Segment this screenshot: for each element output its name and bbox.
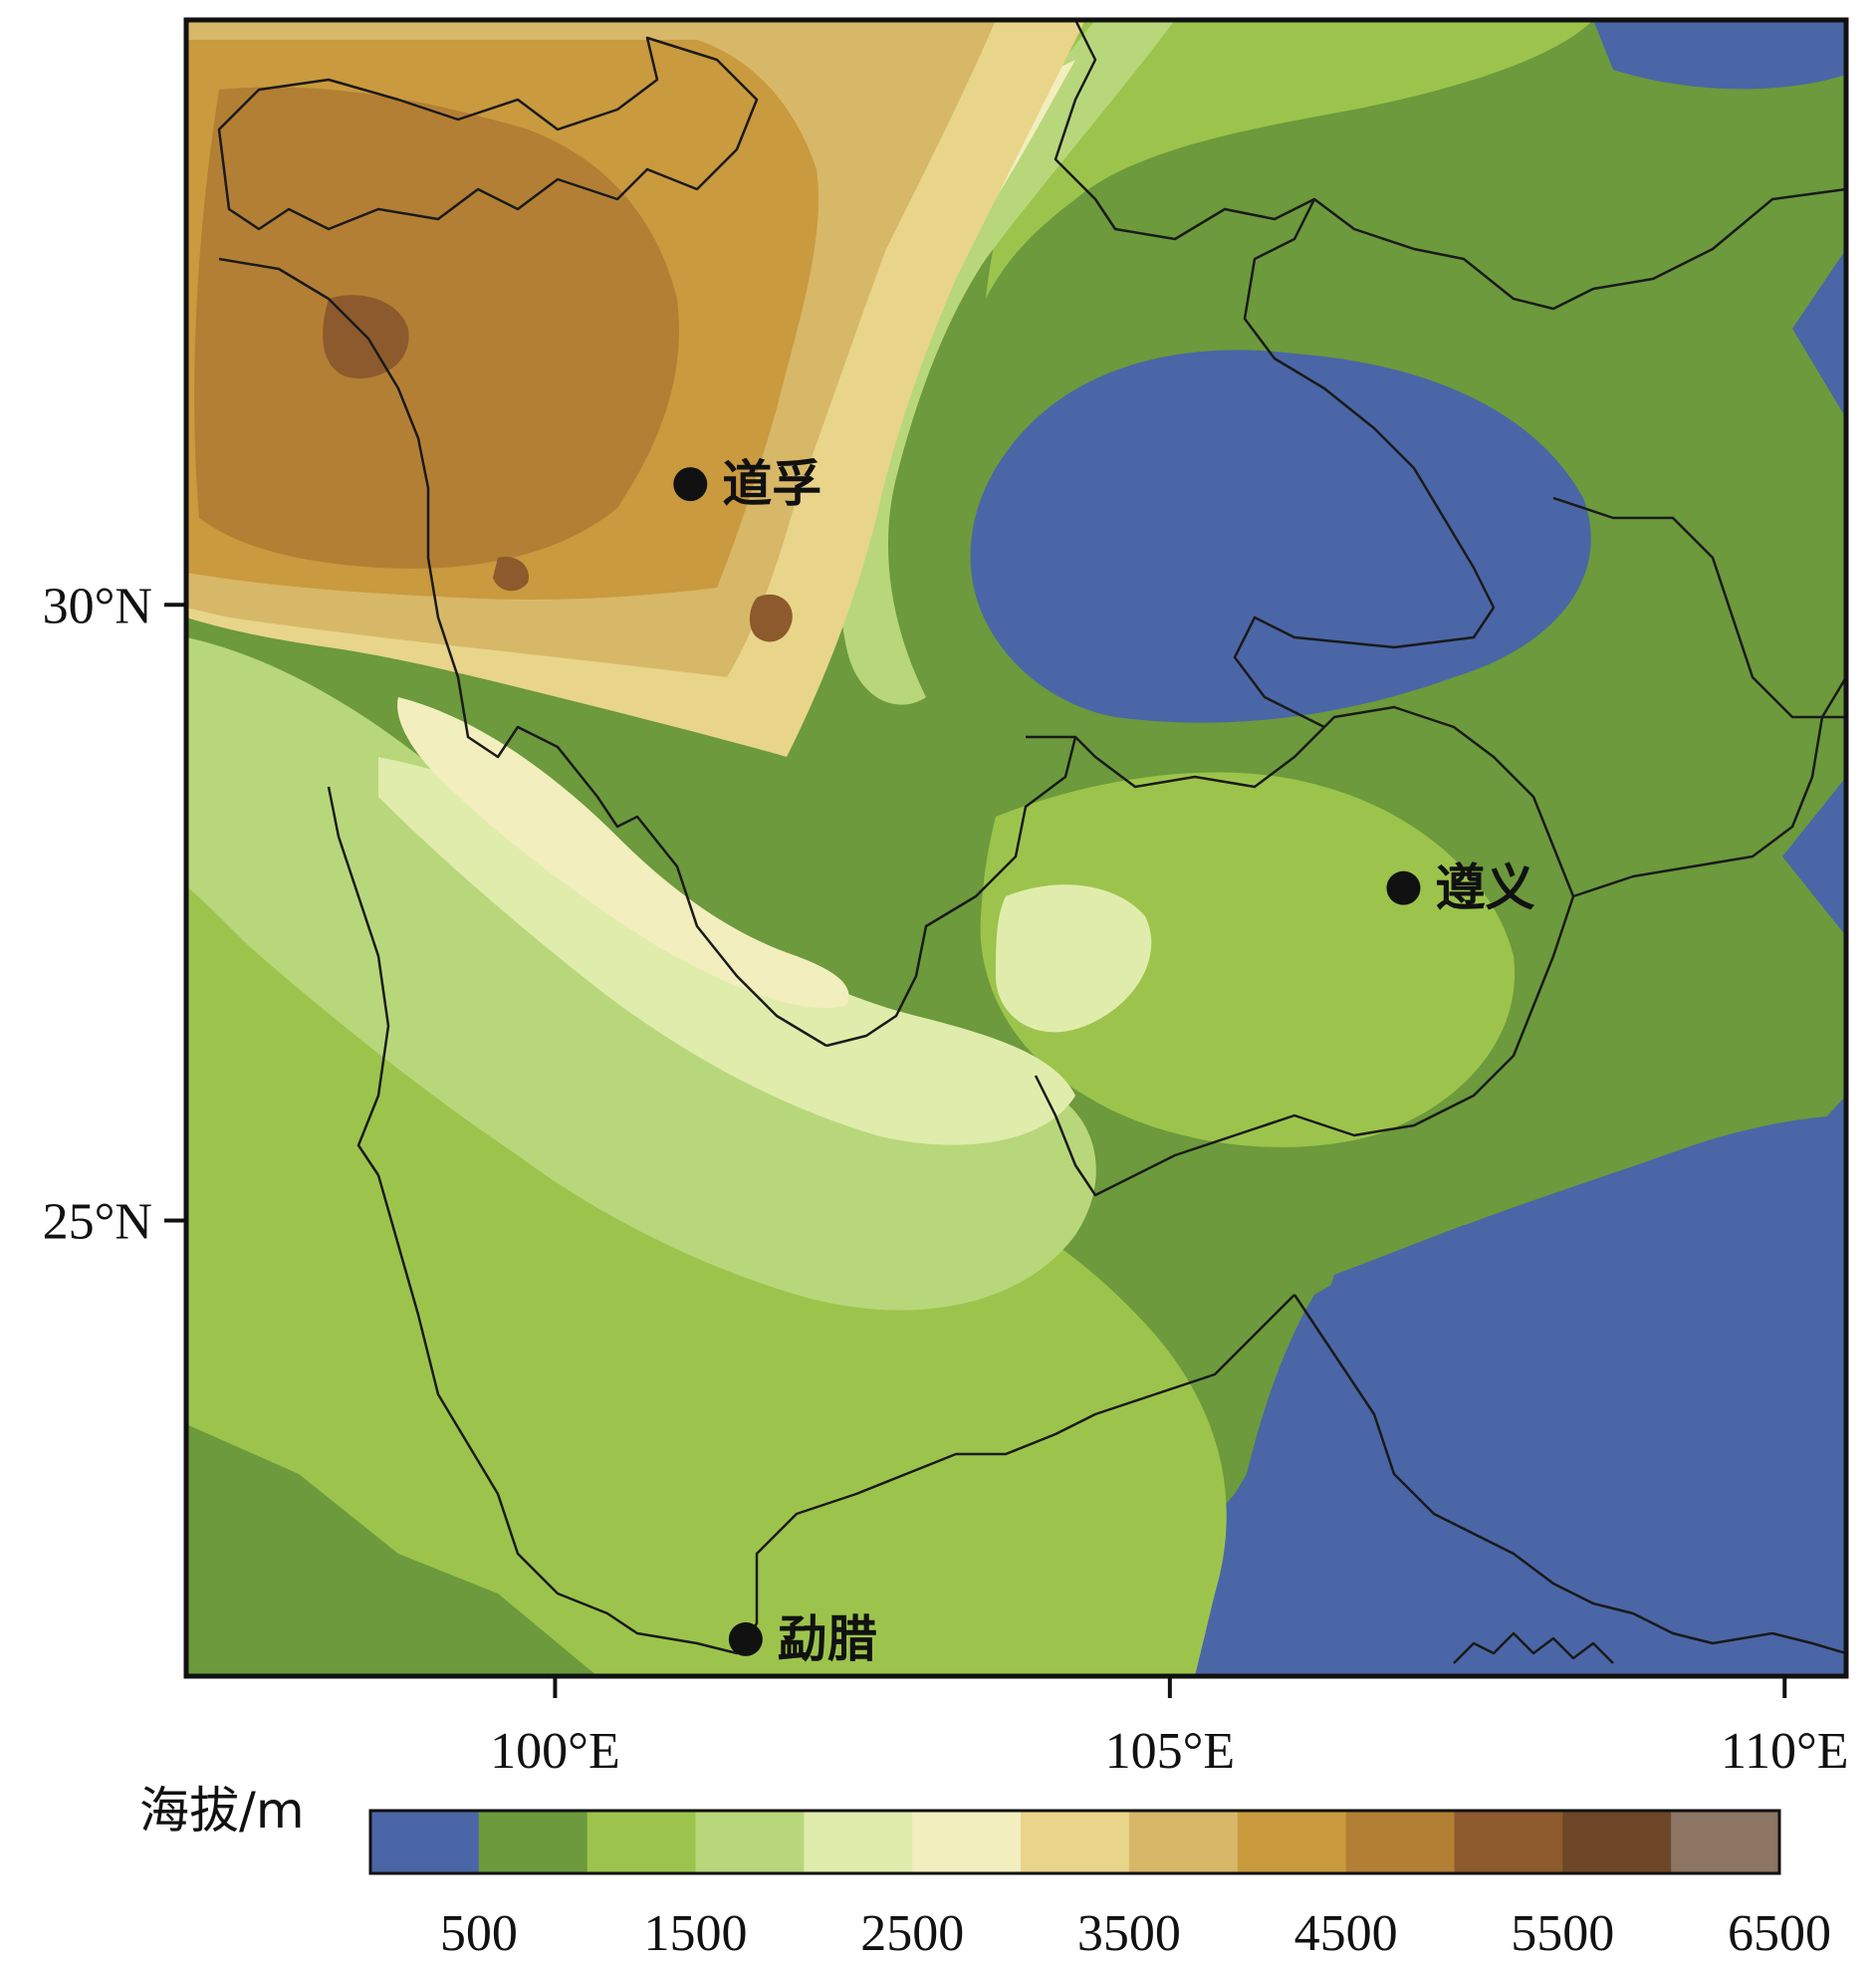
elevation-zone-basin: [970, 350, 1591, 723]
boundary-sichuan-qinghai: [217, 36, 759, 231]
legend-frame: [368, 1809, 1781, 1875]
city-label: 道孚: [722, 455, 821, 513]
legend-tick-label: 1500: [644, 1905, 748, 1962]
boundary-yunnan-south: [376, 1174, 1295, 1655]
elevation-zone-4500-5000: [194, 87, 679, 569]
elevation-zone-5000-5500-b: [749, 594, 793, 642]
city-label: 勐腊: [778, 1610, 877, 1668]
legend-colorbar: [370, 1811, 1780, 1873]
legend-swatch: [1454, 1811, 1563, 1873]
map-panel: [186, 20, 1846, 1676]
boundary-chongqing: [1233, 198, 1496, 729]
y-tick-label: 25°N: [43, 1194, 152, 1251]
boundary-east-inner: [1552, 496, 1846, 719]
boundary-sichuan-tibet: [218, 257, 827, 1048]
x-tick-label: 105°E: [1105, 1723, 1236, 1780]
city-label: 遵义: [1435, 859, 1534, 917]
legend-swatch: [804, 1811, 913, 1873]
legend-tick-label: 500: [440, 1905, 518, 1962]
x-tick-label: 100°E: [490, 1723, 620, 1780]
legend-swatch: [1345, 1811, 1455, 1873]
city-dot: [728, 1621, 763, 1656]
legend-swatch: [586, 1811, 697, 1873]
elevation-zone-ne-lowland: [1593, 20, 1846, 90]
city-dot: [673, 467, 708, 502]
legend-swatch: [478, 1811, 588, 1873]
elevation-zone-1000-1500-guizhou: [980, 772, 1516, 1147]
boundary-sichuan-yunnan: [825, 736, 1077, 1048]
legend-title: 海拔/m: [139, 1782, 305, 1840]
boundary-yunnan-west: [327, 786, 390, 1176]
legend-tick-label: 4500: [1294, 1905, 1398, 1962]
legend-tick-label: 3500: [1077, 1905, 1181, 1962]
y-axis: 30°N 25°N: [43, 578, 186, 1251]
map-frame: [183, 17, 1849, 1679]
legend-swatch: [695, 1811, 805, 1873]
boundary-guangxi: [1292, 1294, 1846, 1655]
x-tick-label: 110°E: [1721, 1723, 1849, 1780]
boundary-guizhou: [1026, 705, 1575, 1197]
legend-swatch: [370, 1811, 480, 1873]
legend-swatch: [912, 1811, 1022, 1873]
legend-swatch: [1128, 1811, 1239, 1873]
legend: 海拔/m 500 1500 2500 3500 4500 5500 6500: [139, 1782, 1831, 1962]
y-tick-label: 30°N: [43, 578, 152, 634]
legend-swatch: [1021, 1811, 1130, 1873]
boundary-hunan: [1572, 676, 1846, 898]
boundary-coast: [1453, 1631, 1614, 1664]
province-boundaries: [217, 20, 1846, 1664]
elevation-zone-5000-5500-c: [493, 557, 529, 592]
boundary-north: [1054, 20, 1846, 311]
elevation-zone-2000-2500-guizhou: [996, 884, 1152, 1033]
legend-tick-label: 2500: [860, 1905, 964, 1962]
legend-tick-labels: 500 1500 2500 3500 4500 5500 6500: [440, 1905, 1831, 1962]
legend-swatch: [1671, 1811, 1780, 1873]
elevation-zone-east-lowland: [1215, 1115, 1846, 1676]
legend-swatch: [1237, 1811, 1347, 1873]
elevation-zone-2500-3000: [397, 697, 849, 1008]
elevation-zone-1000-1500-north: [986, 20, 1593, 299]
city-dot: [1386, 870, 1421, 905]
legend-tick-label: 5500: [1511, 1905, 1614, 1962]
legend-tick-label: 6500: [1728, 1905, 1831, 1962]
legend-swatch: [1562, 1811, 1672, 1873]
x-axis: 100°E 105°E 110°E: [490, 1676, 1849, 1780]
